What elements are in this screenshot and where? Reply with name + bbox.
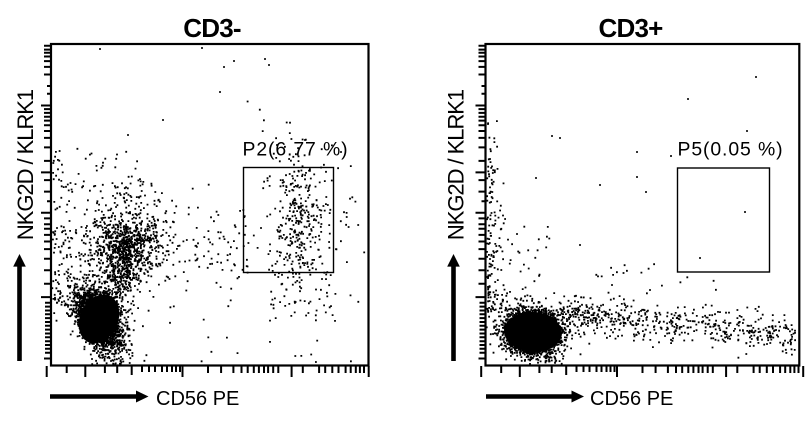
svg-text:CD3-: CD3- — [183, 13, 241, 43]
svg-text:NKG2D / KLRK1: NKG2D / KLRK1 — [444, 89, 469, 240]
svg-text:CD56 PE: CD56 PE — [156, 388, 239, 410]
svg-text:P2(6.77 %): P2(6.77 %) — [243, 139, 349, 161]
svg-text:P5(0.05 %): P5(0.05 %) — [678, 139, 784, 161]
svg-text:CD3+: CD3+ — [599, 13, 664, 43]
svg-text:CD56 PE: CD56 PE — [590, 388, 673, 410]
svg-text:NKG2D / KLRK1: NKG2D / KLRK1 — [13, 89, 38, 240]
